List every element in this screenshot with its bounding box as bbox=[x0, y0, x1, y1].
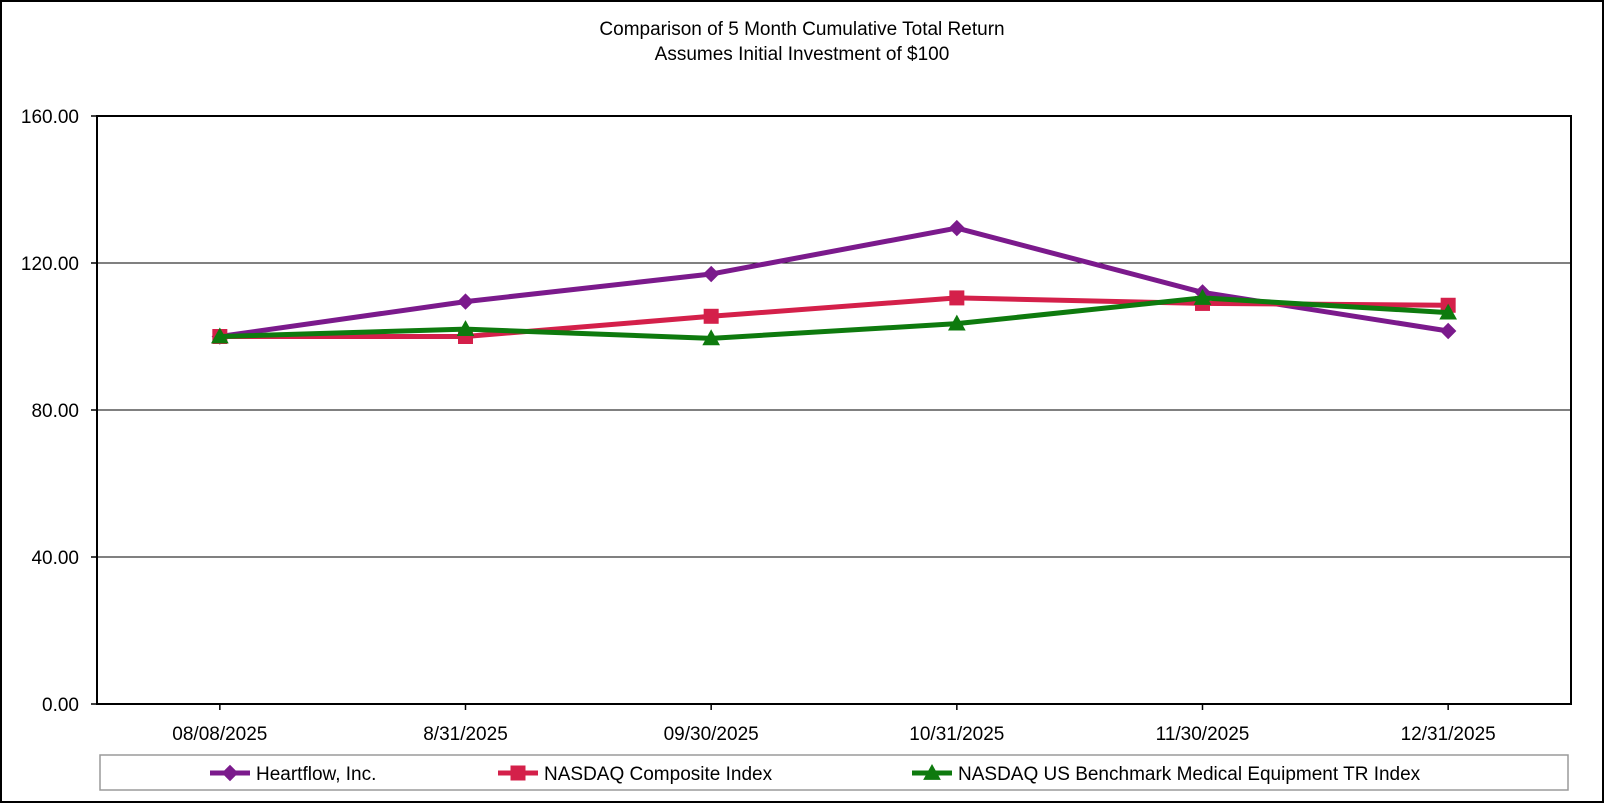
y-tick-label: 120.00 bbox=[21, 254, 79, 275]
x-tick-label: 12/31/2025 bbox=[1401, 724, 1496, 745]
series-3 bbox=[210, 288, 1458, 346]
data-point-triangle bbox=[947, 314, 966, 331]
data-point-square bbox=[949, 290, 965, 306]
data-point-triangle bbox=[456, 320, 475, 337]
x-tick-label: 09/30/2025 bbox=[664, 724, 759, 745]
series-line bbox=[217, 295, 1451, 339]
chart-title: Comparison of 5 Month Cumulative Total R… bbox=[599, 19, 1004, 40]
x-axis: 08/08/2025 8/31/2025 09/30/2025 10/31/2025 1… bbox=[172, 704, 1496, 745]
series-group bbox=[210, 219, 1458, 346]
x-tick-label: 11/30/2025 bbox=[1156, 724, 1250, 745]
series-line bbox=[217, 295, 1451, 341]
legend-swatch-marker bbox=[221, 764, 239, 782]
y-tick-label: 80.00 bbox=[31, 401, 79, 422]
legend-entry-1: Heartflow, Inc. bbox=[210, 764, 376, 785]
y-tick-label: 40.00 bbox=[31, 548, 79, 569]
data-point-diamond bbox=[702, 265, 720, 283]
legend-entries: Heartflow, Inc. NASDAQ Composite Index NAS… bbox=[210, 763, 1421, 785]
legend-swatch-marker bbox=[923, 763, 941, 780]
legend-label: NASDAQ US Benchmark Medical Equipment TR… bbox=[958, 764, 1421, 785]
data-point-triangle bbox=[210, 327, 229, 344]
x-tick-label: 10/31/2025 bbox=[909, 724, 1004, 745]
legend-label: NASDAQ Composite Index bbox=[544, 764, 773, 785]
data-point-triangle bbox=[1193, 288, 1212, 305]
legend-label: Heartflow, Inc. bbox=[256, 764, 376, 785]
data-point-diamond bbox=[948, 219, 966, 237]
chart-subtitle: Assumes Initial Investment of $100 bbox=[655, 44, 950, 65]
legend-swatch-marker bbox=[510, 765, 526, 781]
y-axis: 0.00 40.00 80.00 120.00 160.00 bbox=[21, 107, 97, 716]
legend-entry-3: NASDAQ US Benchmark Medical Equipment TR… bbox=[912, 763, 1421, 785]
legend bbox=[99, 754, 1569, 791]
gridlines bbox=[97, 262, 1571, 558]
y-tick-label: 160.00 bbox=[21, 107, 79, 128]
x-tick-label: 8/31/2025 bbox=[423, 724, 508, 745]
y-tick-label: 0.00 bbox=[42, 695, 79, 716]
data-point-triangle bbox=[1439, 303, 1458, 320]
x-tick-label: 08/08/2025 bbox=[172, 724, 267, 745]
data-point-triangle bbox=[702, 329, 721, 346]
data-point-square bbox=[703, 308, 719, 324]
data-point-diamond bbox=[457, 293, 474, 310]
data-point-diamond bbox=[1439, 322, 1457, 340]
legend-entry-2: NASDAQ Composite Index bbox=[498, 764, 773, 785]
